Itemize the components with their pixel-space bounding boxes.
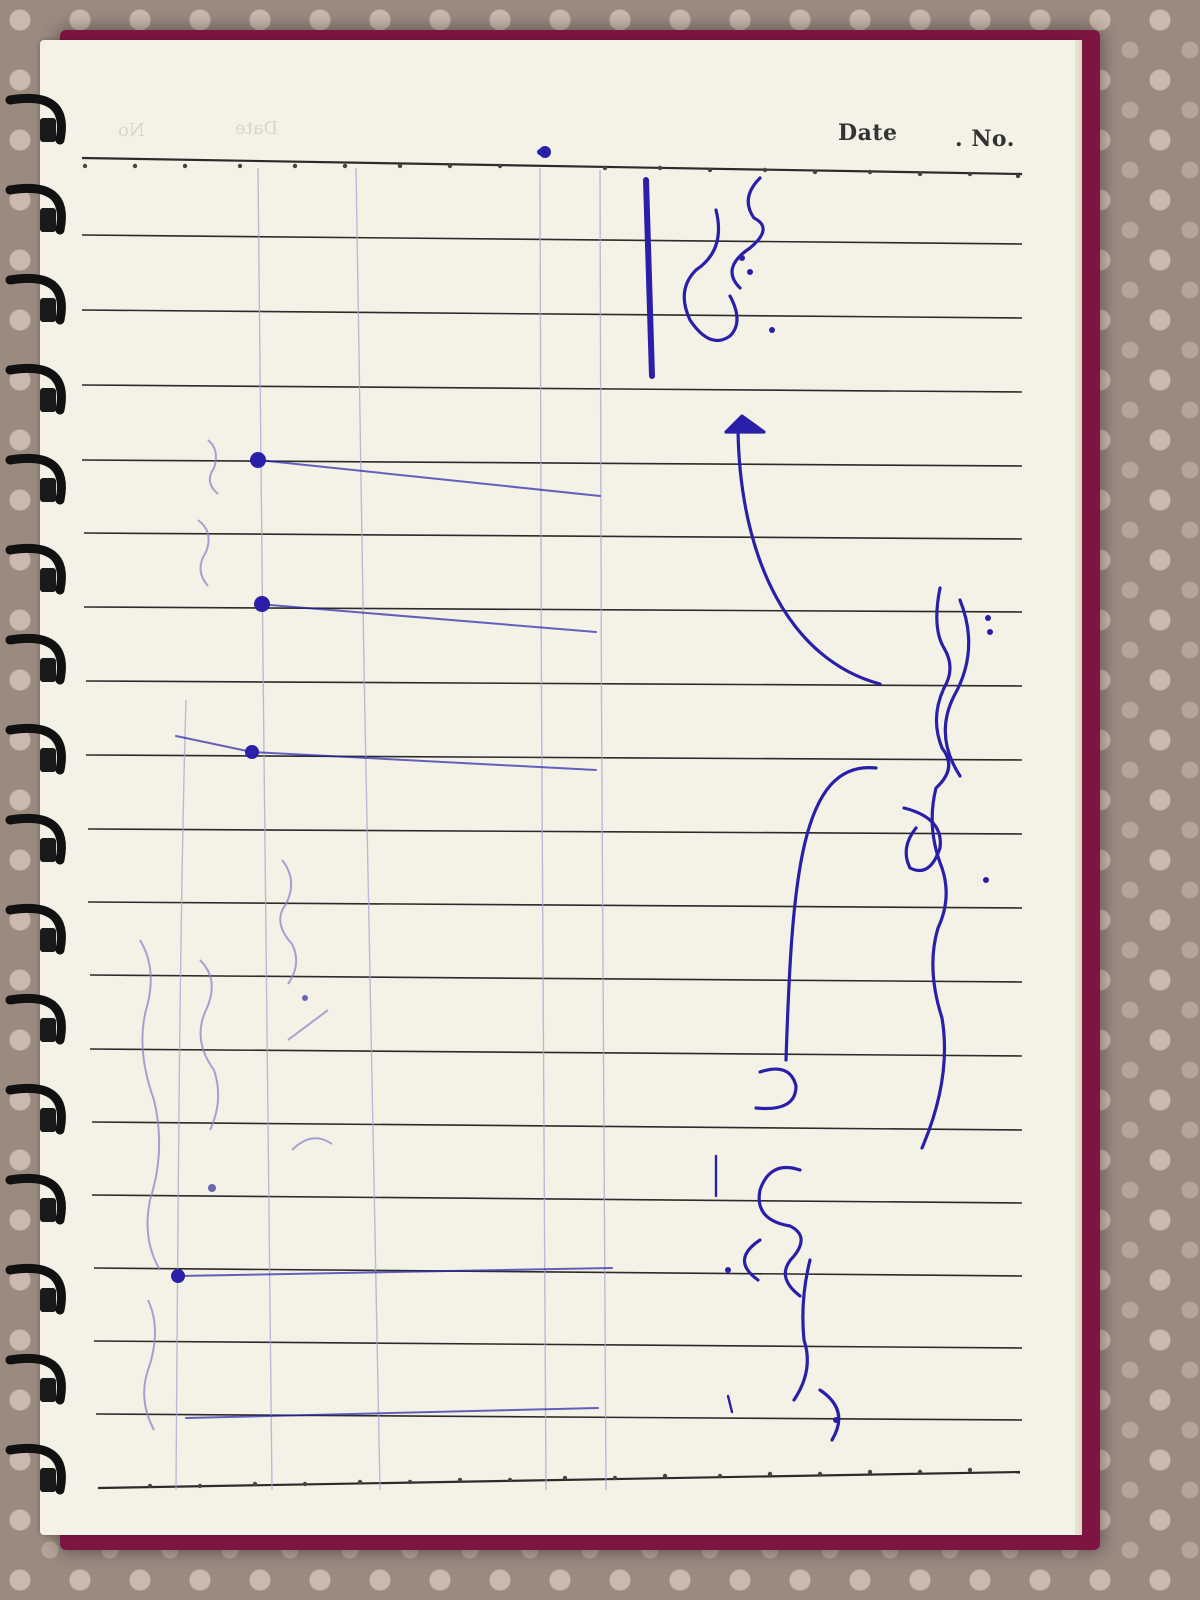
header-date-label: Date <box>838 120 898 146</box>
spiral-binding <box>5 93 66 1495</box>
faint-handwriting <box>139 439 333 1431</box>
ruled-lines <box>81 156 1023 1490</box>
spiral-rings <box>5 93 66 1495</box>
table-diagram <box>171 146 613 1419</box>
notebook-page <box>40 40 1075 1535</box>
ruled-line-dots <box>82 163 1021 1489</box>
faint-pencil-dots <box>208 995 308 1192</box>
faint-column-lines <box>175 167 607 1491</box>
header-number-label: . No. <box>955 126 1015 152</box>
spiral-holes <box>40 118 56 1492</box>
handwritten-arabic-notes <box>643 176 993 1442</box>
